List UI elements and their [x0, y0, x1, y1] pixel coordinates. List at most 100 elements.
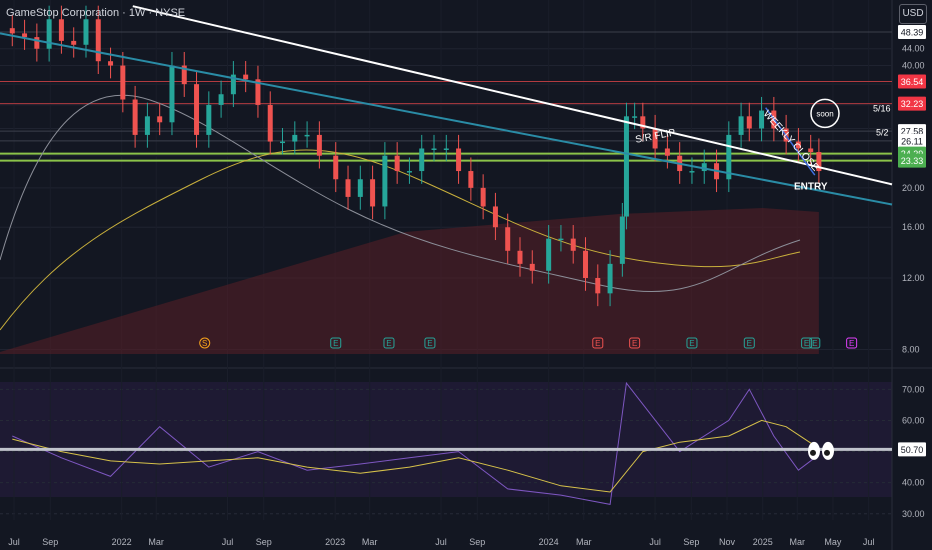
- candle-body: [243, 74, 249, 80]
- x-tick-label: Mar: [148, 537, 164, 547]
- event-marker-label: E: [595, 339, 600, 348]
- candle-body: [406, 171, 412, 173]
- event-marker-label: E: [747, 339, 752, 348]
- candle-body: [83, 19, 89, 45]
- event-marker-label: E: [386, 339, 391, 348]
- price-label-badge: [898, 24, 926, 39]
- x-tick-label: 2024: [539, 537, 559, 547]
- side-label: 5/2: [876, 128, 889, 138]
- candle-body: [95, 19, 101, 62]
- x-tick-label: 2023: [325, 537, 345, 547]
- candle-body: [255, 79, 261, 105]
- candle-body: [394, 155, 400, 172]
- x-tick-label: Sep: [42, 537, 58, 547]
- annotation-soon: soon: [816, 109, 833, 118]
- candle-body: [357, 179, 363, 197]
- event-marker-earnings: [383, 337, 395, 349]
- candle-body: [595, 277, 601, 294]
- candle-body: [726, 134, 732, 180]
- candle-body: [480, 187, 486, 207]
- candle-body: [808, 148, 814, 153]
- candle-body: [58, 19, 64, 41]
- candle-body: [456, 148, 462, 172]
- rsi-ma-line: [12, 419, 820, 493]
- event-marker-split: [199, 337, 211, 349]
- candle-body: [382, 155, 388, 207]
- rsi-last-badge: [898, 442, 926, 457]
- moving-average-grey: [0, 94, 801, 293]
- candle-body: [71, 40, 77, 45]
- price-label-value: 36.54: [901, 77, 924, 87]
- event-marker-earnings: [424, 337, 436, 349]
- candle-body: [505, 227, 511, 251]
- candle-body: [316, 134, 322, 156]
- x-tick-label: Jul: [222, 537, 234, 547]
- candle-body: [664, 148, 670, 156]
- rsi-tick-label: 70.00: [902, 384, 925, 394]
- candle-body: [169, 65, 175, 123]
- candle-body: [492, 206, 498, 228]
- event-marker-label: E: [333, 339, 338, 348]
- event-marker-label: E: [689, 339, 694, 348]
- candle-body: [194, 84, 200, 135]
- candle-body: [345, 179, 351, 197]
- x-tick-label: Mar: [789, 537, 805, 547]
- rsi-line: [12, 381, 820, 505]
- candle-body: [181, 65, 187, 85]
- candle-body: [22, 33, 28, 38]
- downtrend-line-teal: [0, 32, 893, 206]
- event-marker-earnings: [846, 337, 858, 349]
- candle-body: [230, 74, 236, 95]
- event-marker-label: E: [632, 339, 637, 348]
- event-marker-earnings: [809, 337, 821, 349]
- candle-body: [652, 128, 658, 149]
- event-marker-label: E: [427, 339, 432, 348]
- candle-body: [46, 19, 52, 49]
- candle-body: [759, 110, 765, 129]
- x-tick-label: Mar: [362, 537, 378, 547]
- volume-area: [0, 208, 819, 354]
- candle-body: [280, 141, 286, 144]
- short-trendline-blue: [765, 107, 816, 176]
- x-tick-label: Jul: [8, 537, 20, 547]
- event-marker-earnings: [592, 337, 604, 349]
- candle-body: [689, 171, 695, 173]
- candle-body: [157, 116, 163, 123]
- price-label-value: 26.11: [901, 136, 923, 146]
- price-tick-label: 16.00: [902, 222, 925, 232]
- candle-body: [517, 250, 523, 264]
- candle-body: [9, 28, 15, 34]
- price-label-badge: [898, 153, 926, 168]
- candle-body: [333, 155, 339, 180]
- price-label-badge: [898, 74, 926, 89]
- rsi-tick-label: 30.00: [902, 509, 925, 519]
- x-tick-label: May: [824, 537, 842, 547]
- currency-button[interactable]: USD: [899, 4, 927, 24]
- event-marker-earnings: [629, 337, 641, 349]
- candle-body: [570, 238, 576, 251]
- x-tick-label: Sep: [683, 537, 699, 547]
- price-label-badge: [898, 96, 926, 111]
- candle-body: [558, 238, 564, 241]
- annotation-circle: [810, 98, 840, 129]
- candle-body: [292, 134, 298, 142]
- candle-body: [132, 99, 138, 135]
- candle-body: [738, 116, 744, 135]
- x-tick-label: Sep: [469, 537, 485, 547]
- price-tick-label: 8.00: [902, 345, 920, 355]
- candle-body: [419, 148, 425, 172]
- candle-body: [108, 61, 114, 66]
- candle-body: [431, 148, 437, 150]
- price-label-value: 23.33: [901, 156, 924, 166]
- x-tick-label: 2022: [112, 537, 132, 547]
- candle-body: [816, 152, 822, 172]
- candle-body: [746, 116, 752, 129]
- x-tick-label: 2025: [753, 537, 773, 547]
- candle-body: [619, 216, 625, 264]
- downtrend-line-white: [132, 5, 893, 186]
- candle-body: [632, 116, 638, 118]
- candle-body: [701, 163, 707, 172]
- moving-average-yellow: [0, 149, 801, 331]
- side-label: 5/16: [873, 104, 891, 114]
